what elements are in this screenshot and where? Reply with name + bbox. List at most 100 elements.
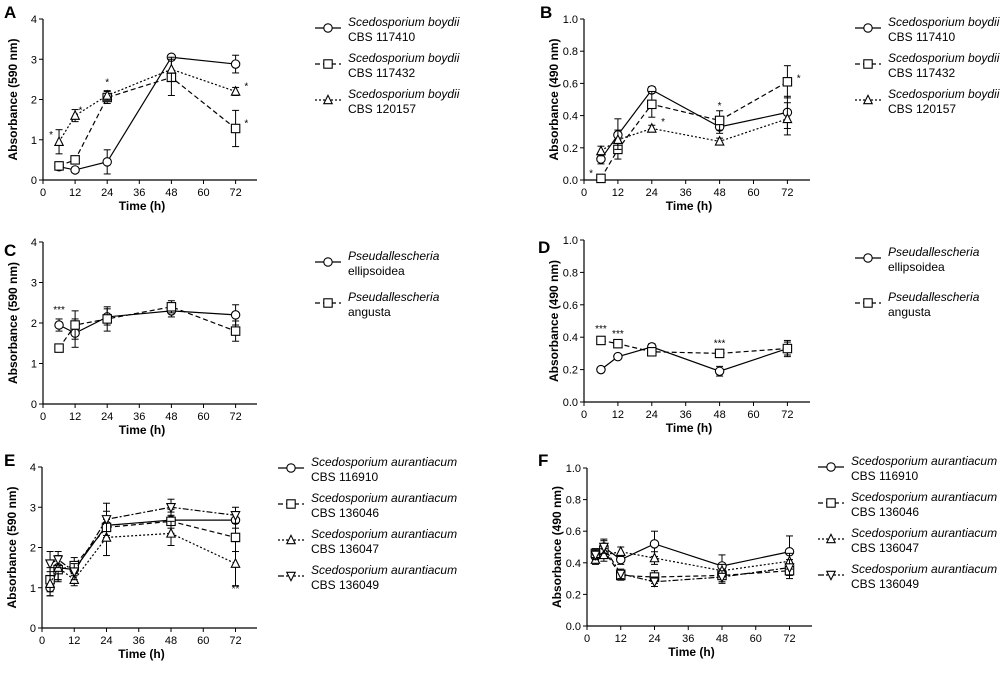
legend-marker: [285, 534, 297, 545]
x-tick-label: 0: [581, 187, 587, 199]
legend-id: angusta: [348, 305, 391, 319]
x-tick-label: 72: [229, 635, 241, 647]
legend-name: Scedosporium boydii: [888, 51, 1000, 65]
legend-name: Scedosporium aurantiacum: [851, 526, 997, 540]
data-point: [714, 115, 725, 126]
series-line: [58, 310, 236, 334]
series-1: [54, 52, 241, 175]
y-tick-label: 3: [30, 502, 36, 514]
y-tick-label: 0.6: [563, 300, 578, 312]
data-point: [166, 302, 177, 312]
x-tick-label: 48: [165, 187, 177, 199]
series-3: [595, 102, 793, 157]
significance-annotation: ***: [714, 339, 726, 350]
y-axis-title: Absorbance (590 nm): [6, 262, 20, 384]
x-tick-label: 24: [100, 635, 112, 647]
y-tick-label: 2: [30, 543, 36, 555]
significance-annotation: *: [105, 77, 109, 88]
legend-marker: [862, 94, 874, 105]
data-point: [714, 135, 725, 146]
data-point: [649, 539, 660, 549]
data-point: [53, 135, 65, 147]
x-tick-label: 12: [612, 187, 624, 199]
y-tick-label: 0: [30, 623, 36, 635]
x-tick-label: 48: [713, 187, 725, 199]
data-point: [54, 320, 64, 330]
legend-name: Pseudallescheria: [888, 245, 980, 259]
x-tick-label: 0: [40, 187, 46, 199]
y-tick-label: 0.0: [563, 397, 578, 409]
series-line: [600, 89, 788, 160]
x-tick-label: 72: [229, 411, 241, 423]
x-tick-label: 72: [781, 409, 793, 421]
y-tick-label: 0.0: [566, 621, 581, 633]
x-tick-label: 0: [40, 411, 46, 423]
x-tick-label: 60: [197, 411, 209, 423]
significance-annotation: *: [78, 106, 82, 117]
data-point: [44, 577, 56, 588]
x-axis-title: Time (h): [119, 199, 165, 213]
series-line: [600, 81, 788, 179]
y-axis-title: Absorbance (590 nm): [5, 486, 19, 608]
panel-label: C: [4, 241, 16, 260]
legend-id: CBS 116910: [851, 469, 918, 483]
data-point: [716, 572, 728, 583]
panel-label: A: [4, 3, 16, 22]
series-line: [58, 68, 236, 143]
legend-name: Scedosporium aurantiacum: [311, 527, 457, 541]
data-point: [54, 161, 64, 171]
significance-annotation: *: [589, 168, 593, 179]
legend-name: Scedosporium aurantiacum: [311, 455, 457, 469]
legend-id: CBS 120157: [888, 102, 956, 116]
data-point: [165, 502, 177, 514]
series-2: [54, 300, 241, 353]
y-tick-label: 4: [31, 237, 37, 249]
legend-id: CBS 117432: [348, 66, 415, 80]
legend-name: Scedosporium aurantiacum: [311, 563, 457, 577]
x-axis-title: Time (h): [668, 645, 714, 659]
legend-marker: [825, 533, 837, 544]
panel-label: E: [4, 451, 15, 470]
data-point: [714, 366, 725, 376]
x-tick-label: 36: [682, 633, 694, 645]
y-tick-label: 0.6: [563, 78, 578, 90]
data-point: [230, 59, 241, 69]
data-point: [782, 112, 793, 124]
significance-annotation: *: [797, 73, 801, 84]
y-tick-label: 0.8: [566, 495, 581, 507]
significance-annotation: ***: [595, 324, 607, 335]
y-tick-label: 3: [31, 54, 37, 66]
data-point: [69, 567, 80, 578]
x-tick-label: 72: [229, 187, 241, 199]
data-point: [166, 63, 177, 74]
data-point: [230, 310, 241, 320]
panel-label: B: [540, 3, 552, 22]
legend-name: Scedosporium boydii: [348, 87, 460, 101]
legend-marker: [323, 23, 333, 33]
data-point: [102, 89, 113, 100]
legend-id: CBS 136047: [851, 541, 919, 555]
significance-annotation: ***: [53, 305, 65, 316]
series-line: [58, 76, 236, 167]
series-line: [600, 346, 788, 372]
data-point: [165, 527, 177, 538]
legend-marker: [863, 253, 873, 263]
data-point: [230, 532, 241, 543]
y-tick-label: 1: [31, 359, 37, 371]
legend-name: Pseudallescheria: [348, 249, 440, 263]
data-point: [598, 542, 609, 553]
x-axis-title: Time (h): [666, 199, 712, 213]
x-tick-label: 60: [197, 187, 209, 199]
legend-id: CBS 116910: [311, 470, 378, 484]
data-point: [70, 109, 81, 120]
x-tick-label: 36: [133, 411, 145, 423]
legend-id: CBS 136047: [311, 542, 379, 556]
y-axis-title: Absorbance (490 nm): [547, 260, 561, 382]
data-point: [595, 145, 607, 156]
significance-annotation: ***: [612, 329, 624, 340]
